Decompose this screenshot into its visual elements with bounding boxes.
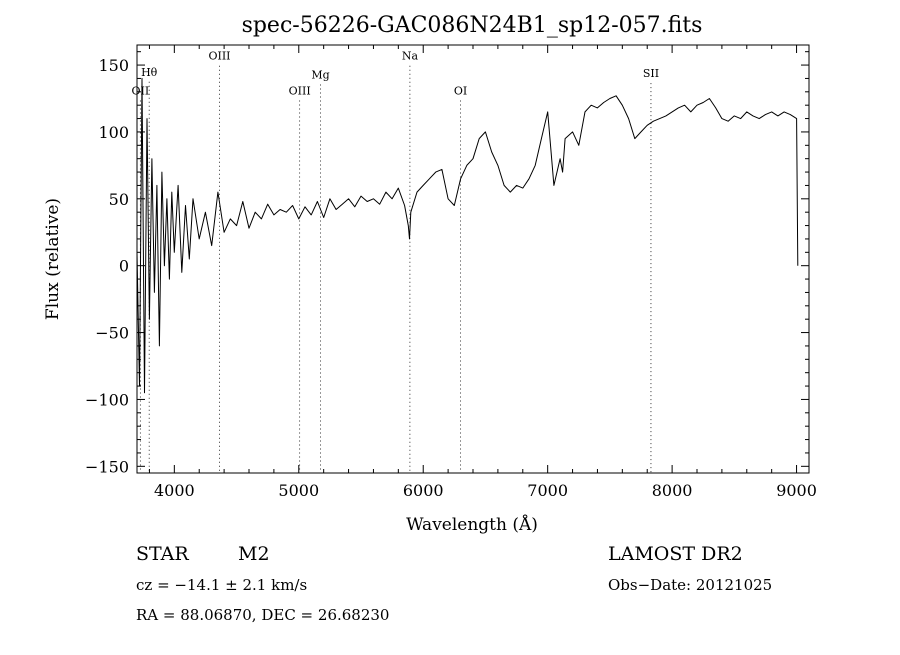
spectrum-line-0 bbox=[136, 77, 799, 394]
y-tick-label-0: −150 bbox=[85, 457, 129, 476]
x-tick-label-1: 5000 bbox=[278, 481, 319, 500]
plot-frame bbox=[136, 44, 810, 474]
line-marker-label-0: OII bbox=[132, 84, 150, 97]
y-axis-ticks: −150 −100 −50 0 50 100 150 bbox=[85, 51, 809, 476]
line-marker-label-6: OI bbox=[454, 84, 467, 97]
x-tick-label-3: 7000 bbox=[527, 481, 568, 500]
x-tick-label-4: 8000 bbox=[652, 481, 693, 500]
x-axis-ticks: 4000 5000 6000 7000 8000 9000 bbox=[148, 45, 817, 500]
x-tick-label-0: 4000 bbox=[154, 481, 195, 500]
y-tick-label-3: 0 bbox=[119, 257, 129, 276]
spectrum-series bbox=[136, 77, 799, 394]
line-marker-label-1: Hθ bbox=[141, 66, 158, 79]
object-type: STAR bbox=[136, 543, 189, 565]
coordinates: RA = 88.06870, DEC = 26.68230 bbox=[136, 606, 389, 624]
chart-title: spec-56226-GAC086N24B1_sp12-057.fits bbox=[242, 13, 703, 38]
line-marker-label-3: OIII bbox=[289, 84, 311, 97]
line-marker-label-7: SII bbox=[643, 67, 659, 80]
x-axis-label: Wavelength (Å) bbox=[406, 514, 538, 535]
y-tick-label-1: −100 bbox=[85, 390, 129, 409]
line-marker-label-2: OIII bbox=[208, 50, 230, 63]
line-marker-label-4: Mg bbox=[311, 68, 329, 81]
line-marker-label-5: Na bbox=[402, 50, 419, 63]
y-axis-label: Flux (relative) bbox=[43, 198, 63, 320]
redshift-velocity: cz = −14.1 ± 2.1 km/s bbox=[136, 576, 307, 594]
observation-date: Obs−Date: 20121025 bbox=[608, 576, 772, 594]
x-tick-label-2: 6000 bbox=[403, 481, 444, 500]
x-tick-label-5: 9000 bbox=[776, 481, 817, 500]
y-tick-label-5: 100 bbox=[98, 123, 129, 142]
subclass: M2 bbox=[238, 543, 270, 565]
y-tick-label-6: 150 bbox=[98, 56, 129, 75]
y-tick-label-2: −50 bbox=[95, 324, 129, 343]
y-tick-label-4: 50 bbox=[109, 190, 129, 209]
survey-name: LAMOST DR2 bbox=[608, 543, 743, 565]
